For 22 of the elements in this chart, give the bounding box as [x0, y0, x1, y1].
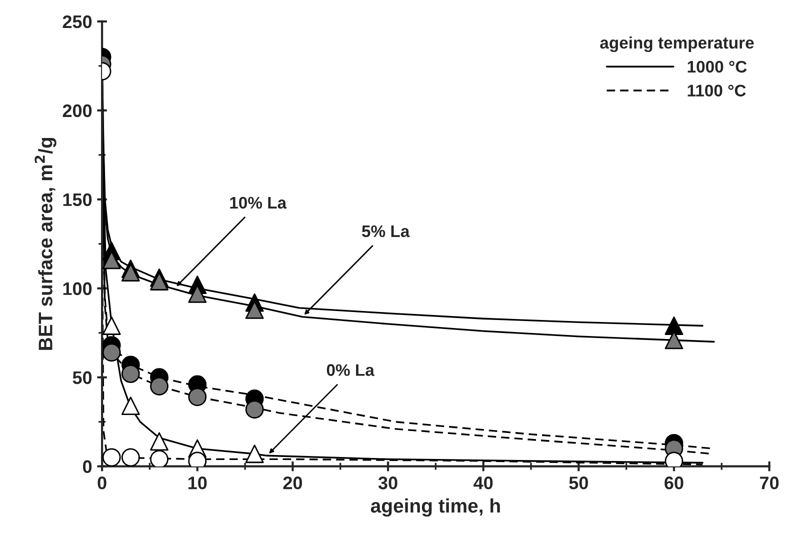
annotation: 10% La: [230, 196, 287, 209]
annotation: 5% La: [362, 225, 410, 238]
y-tick-label: 0: [83, 460, 92, 474]
y-tick-label: 50: [72, 371, 92, 384]
legend-title: ageing temperature: [600, 36, 754, 52]
x-tick-label: 50: [569, 476, 588, 490]
x-tick-label: 70: [760, 476, 779, 490]
annotation: 0% La: [326, 364, 374, 376]
y-tick-label: 250: [62, 15, 92, 28]
y-axis-title: BET surface area, m$^{2}$/g: [34, 138, 56, 350]
x-tick-label: 30: [378, 476, 398, 490]
legend-label: 1100 °C: [688, 84, 746, 96]
y-tick-label: 200: [62, 104, 92, 118]
x-tick-label: 60: [664, 476, 684, 490]
x-axis-title: ageing time, h: [370, 498, 500, 517]
x-tick-label: 10: [188, 476, 207, 490]
x-tick-label: 0: [98, 476, 106, 490]
y-tick-label: 150: [63, 193, 92, 206]
x-tick-label: 20: [283, 476, 302, 490]
x-tick-label: 40: [474, 476, 493, 490]
y-tick-label: 100: [63, 282, 92, 296]
legend-label: 1000 °C: [688, 60, 747, 73]
